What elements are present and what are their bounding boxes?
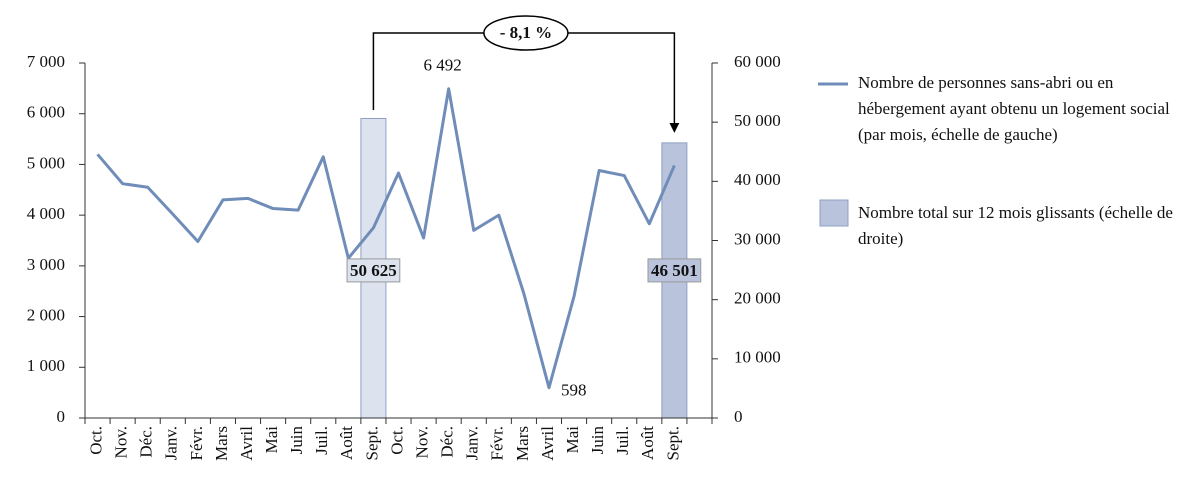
x-tick-label: Oct. (86, 426, 105, 455)
data-label: 6 492 (424, 56, 462, 75)
y-tick-label: 7 000 (27, 52, 65, 71)
x-tick-label: Janv. (162, 426, 181, 460)
x-tick-label: Déc. (137, 426, 156, 458)
x-tick-label: Avril (237, 426, 256, 461)
y-tick-label: 2 000 (27, 305, 65, 324)
y2-tick-label: 10 000 (734, 348, 781, 367)
x-tick-label: Sept. (663, 426, 682, 460)
x-tick-label: Juin (287, 426, 306, 455)
x-tick-label: Mai (563, 426, 582, 454)
legend-swatch (819, 199, 849, 227)
x-tick-label: Sept. (362, 426, 381, 460)
y-tick-label: 5 000 (27, 153, 65, 172)
x-tick-label: Juil. (312, 426, 331, 455)
legend-label: Nombre de personnes sans-abri ou en hébe… (858, 73, 1170, 144)
x-tick-label: Nov. (112, 426, 131, 458)
x-tick-label: Nov. (412, 426, 431, 458)
y2-tick-label: 60 000 (734, 52, 781, 71)
x-tick-label: Août (337, 426, 356, 460)
x-tick-label: Janv. (463, 426, 482, 460)
x-tick-label: Févr. (488, 426, 507, 460)
x-tick-label: Avril (538, 426, 557, 461)
x-tick-label: Oct. (387, 426, 406, 455)
x-tick-label: Mars (212, 426, 231, 461)
bar-label-box (647, 258, 702, 283)
annotation-ellipse (483, 15, 569, 51)
bar-label-text: 50 625 (350, 261, 397, 280)
bar-label-box (346, 258, 401, 283)
x-tick-label: Févr. (187, 426, 206, 460)
y2-tick-label: 50 000 (734, 111, 781, 130)
bar-label: 50 625 (346, 258, 401, 283)
x-tick-label: Juil. (613, 426, 632, 455)
x-tick-label: Mars (513, 426, 532, 461)
legend-label: Nombre total sur 12 mois glissants (éche… (858, 203, 1173, 248)
annotation: - 8,1 % (500, 23, 552, 42)
y2-tick-label: 20 000 (734, 289, 781, 308)
line (96, 87, 676, 390)
x-tick-label: Juin (588, 426, 607, 455)
y-tick-label: 3 000 (27, 255, 65, 274)
bar-label: 46 501 (647, 258, 702, 283)
x-tick-label: Déc. (438, 426, 457, 458)
y-tick-label: 0 (57, 407, 66, 426)
y2-tick-label: 40 000 (734, 170, 781, 189)
y-tick-label: 4 000 (27, 204, 65, 223)
bar-label-text: 46 501 (651, 261, 698, 280)
x-tick-label: Août (638, 426, 657, 460)
y-tick-label: 6 000 (27, 103, 65, 122)
y-tick-label: 1 000 (27, 356, 65, 375)
x-tick-label: Mai (262, 426, 281, 454)
data-label: 598 (561, 381, 587, 400)
y2-tick-label: 0 (734, 407, 743, 426)
y2-tick-label: 30 000 (734, 229, 781, 248)
